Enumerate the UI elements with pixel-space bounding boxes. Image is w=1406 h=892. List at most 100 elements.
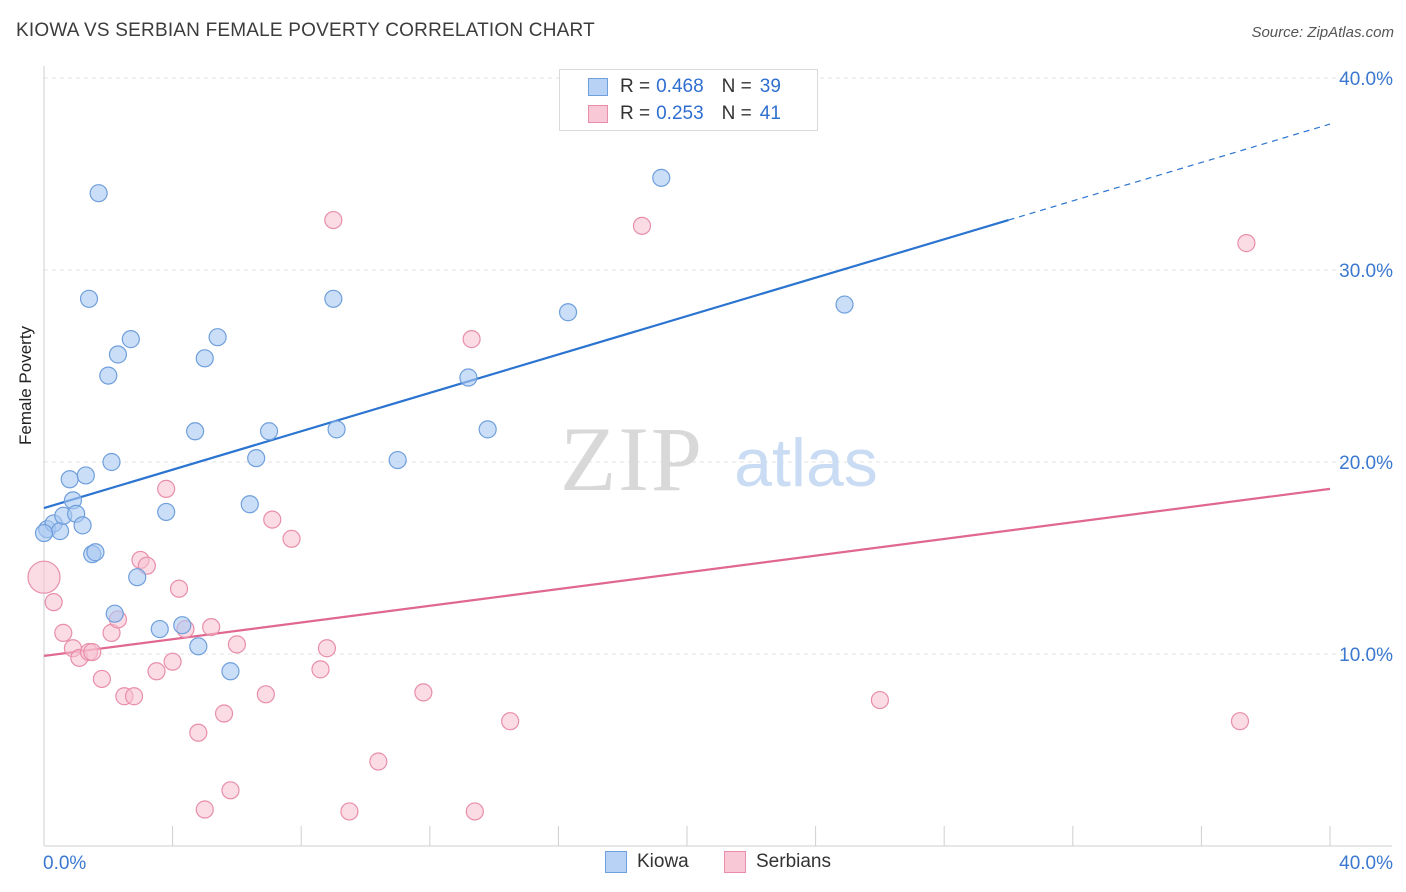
serbians-point [501, 712, 520, 731]
kiowa-point [259, 422, 279, 441]
kiowa-point [186, 422, 205, 441]
legend-row-serbians: R = 0.253 N = 41 [588, 102, 799, 126]
kiowa-point [99, 366, 118, 385]
n-label: N = [721, 76, 752, 97]
n-value: 41 [759, 103, 781, 124]
r-value: 0.468 [656, 76, 704, 97]
kiowa-point [478, 420, 497, 439]
serbians-point [227, 635, 246, 654]
serbians-point [44, 593, 63, 612]
watermark-zip: ZIP [560, 408, 704, 510]
kiowa-point [388, 450, 407, 470]
x-tick-label: 0.0% [43, 853, 86, 874]
kiowa-swatch [605, 851, 627, 873]
serbians-point [54, 623, 73, 642]
kiowa-point [835, 295, 854, 314]
y-tick-label: 20.0% [1339, 453, 1393, 474]
serbians-point [189, 723, 208, 742]
serbians-point [282, 529, 301, 548]
serbians-point [1237, 234, 1256, 253]
r-value: 0.253 [656, 103, 704, 124]
y-tick-label: 30.0% [1339, 261, 1393, 282]
kiowa-trend-extension [1008, 123, 1331, 221]
source-label: Source: ZipAtlas.com [1251, 24, 1394, 41]
legend-row-kiowa: R = 0.468 N = 39 [588, 75, 799, 99]
serbians-point [462, 330, 481, 349]
serbians-point [324, 210, 343, 230]
kiowa-point [558, 303, 578, 322]
kiowa-point [34, 523, 54, 543]
y-axis-label: Female Poverty [16, 325, 35, 445]
serbians-point [369, 752, 388, 771]
r-label: R = [620, 76, 651, 97]
serbians-point [256, 685, 275, 704]
kiowa-point [108, 345, 128, 364]
tick-labels: 10.0% 20.0% 30.0% 40.0% 0.0% 40.0% [43, 69, 1393, 874]
serbians-point [317, 639, 337, 658]
kiowa-point [157, 502, 176, 522]
serbians-point [414, 683, 433, 702]
kiowa-point [240, 495, 259, 514]
grid-lines [44, 77, 1392, 655]
kiowa-trend-line [43, 219, 1009, 510]
serbians-trend-line [43, 487, 1331, 658]
n-value: 39 [759, 76, 781, 97]
serbians-point [147, 662, 166, 681]
kiowa-point [208, 328, 227, 347]
serbians-point [632, 216, 652, 235]
kiowa-point [73, 516, 92, 535]
serbians-point [27, 560, 61, 594]
serbians-point [263, 510, 282, 529]
n-label: N = [721, 103, 752, 124]
kiowa-point [128, 568, 147, 587]
serbians-point [214, 704, 234, 723]
kiowa-point [121, 330, 140, 349]
serbians-point [311, 660, 330, 679]
serbians-point [163, 652, 182, 671]
kiowa-point [221, 662, 240, 681]
serbians-point [870, 690, 890, 710]
kiowa-point [324, 289, 343, 308]
stats-legend: R = 0.468 N = 39 R = 0.253 N = 41 [559, 69, 818, 131]
legend-serbians-label: Serbians [756, 851, 831, 872]
kiowa-point [327, 420, 346, 439]
kiowa-point [50, 522, 70, 541]
kiowa-point [86, 543, 105, 562]
kiowa-swatch [588, 78, 608, 96]
legend-kiowa-label: Kiowa [637, 851, 689, 872]
kiowa-point [189, 637, 208, 656]
serbians-point [83, 642, 102, 662]
x-tick-label: 40.0% [1339, 853, 1393, 874]
kiowa-point [195, 349, 214, 368]
chart-title: KIOWA VS SERBIAN FEMALE POVERTY CORRELAT… [16, 20, 595, 41]
kiowa-point [60, 470, 79, 489]
kiowa-point [150, 619, 169, 639]
data-points [27, 168, 1256, 821]
serbians-swatch [724, 851, 746, 873]
serbians-point [465, 802, 484, 821]
r-label: R = [620, 103, 651, 124]
kiowa-point [89, 184, 108, 203]
y-tick-label: 40.0% [1339, 69, 1393, 90]
y-tick-label: 10.0% [1339, 645, 1393, 666]
serbians-point [1230, 712, 1250, 731]
legend-item-kiowa: Kiowa [605, 851, 689, 873]
kiowa-point [173, 616, 192, 635]
kiowa-point [102, 452, 121, 472]
axes [43, 66, 1392, 847]
watermark-atlas: atlas [734, 425, 878, 501]
kiowa-point [459, 368, 478, 387]
kiowa-point [247, 449, 266, 468]
serbians-point [340, 802, 359, 821]
serbians-point [202, 618, 221, 637]
trend-lines [43, 123, 1331, 658]
serbians-point [169, 579, 189, 598]
serbians-point [157, 479, 176, 498]
legend-item-serbians: Serbians [724, 851, 831, 873]
kiowa-point [79, 289, 99, 308]
serbians-point [92, 669, 111, 689]
kiowa-point [76, 466, 95, 485]
kiowa-point [652, 168, 671, 187]
serbians-point [195, 800, 214, 819]
